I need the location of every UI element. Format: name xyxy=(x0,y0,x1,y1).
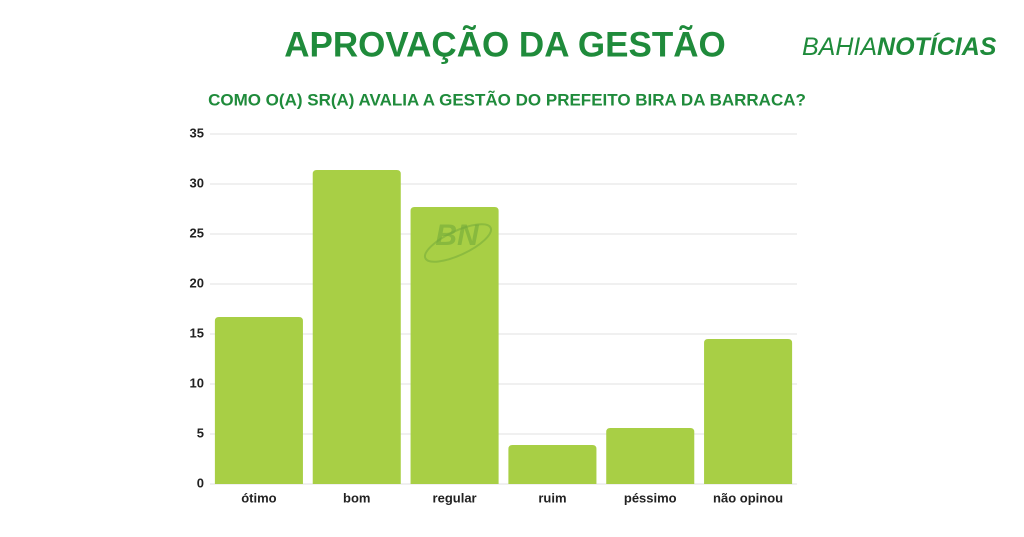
x-tick-label: regular xyxy=(433,490,477,505)
x-tick-label: ótimo xyxy=(241,490,276,505)
y-tick-label: 5 xyxy=(197,425,204,440)
bar xyxy=(214,317,303,484)
chart-title: APROVAÇÃO DA GESTÃO xyxy=(284,25,725,64)
y-tick-label: 30 xyxy=(190,175,204,190)
x-tick-label: não opinou xyxy=(713,490,783,505)
watermark-swoosh xyxy=(423,223,493,263)
brand-part: BAHIA xyxy=(802,33,877,61)
bar xyxy=(312,170,401,484)
x-tick-label: ruim xyxy=(538,490,566,505)
y-tick-label: 10 xyxy=(190,375,204,390)
bar xyxy=(704,339,793,484)
y-tick-label: 15 xyxy=(190,325,204,340)
x-tick-label: péssimo xyxy=(624,490,677,505)
bar xyxy=(410,207,499,484)
bar xyxy=(508,445,597,484)
y-tick-label: 0 xyxy=(197,475,204,490)
brand-logo: BAHIANOTÍCIAS xyxy=(802,32,997,61)
y-tick-label: 25 xyxy=(190,225,204,240)
chart-subtitle: COMO O(A) SR(A) AVALIA A GESTÃO DO PREFE… xyxy=(208,89,806,109)
y-tick-label: 20 xyxy=(190,275,204,290)
bar xyxy=(606,428,695,484)
x-tick-label: bom xyxy=(343,490,370,505)
brand-part: NOTÍCIAS xyxy=(877,32,997,61)
y-tick-label: 35 xyxy=(190,125,204,140)
watermark: BN xyxy=(435,219,480,252)
